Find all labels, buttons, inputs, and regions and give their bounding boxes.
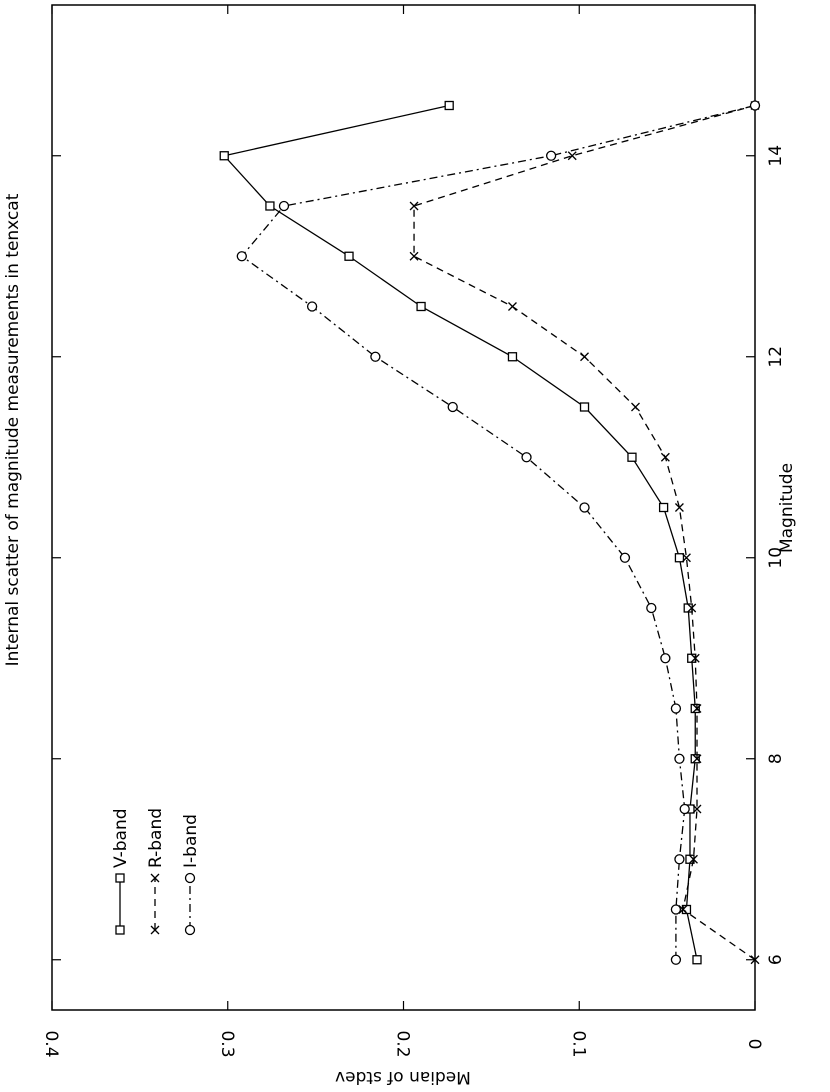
marker — [687, 603, 697, 613]
marker — [750, 955, 760, 965]
x-axis-label: Magnitude — [777, 463, 797, 553]
legend-label: I-band — [181, 814, 201, 868]
legend-marker — [150, 873, 160, 883]
y-axis-label: Median of stdev — [335, 1067, 471, 1087]
marker — [631, 402, 640, 412]
x-tick-label: 8 — [766, 753, 786, 764]
marker — [692, 804, 702, 814]
series-line — [413, 104, 756, 961]
marker — [674, 553, 685, 563]
marker — [278, 200, 290, 212]
marker — [658, 502, 669, 513]
series-line — [223, 104, 698, 960]
x-tick-label: 10 — [766, 547, 786, 569]
y-tick-label: 0.1 — [568, 1030, 588, 1057]
marker — [545, 150, 557, 161]
marker — [567, 151, 577, 161]
marker — [674, 753, 685, 764]
marker — [236, 251, 247, 262]
marker — [674, 854, 685, 865]
y-tick-label: 0.4 — [41, 1030, 61, 1057]
legend-marker — [184, 924, 196, 936]
x-tick-label: 14 — [766, 145, 786, 167]
marker — [619, 552, 631, 563]
marker — [689, 854, 698, 864]
legend-marker — [115, 873, 125, 883]
marker — [670, 954, 682, 965]
marker — [265, 201, 275, 211]
marker — [692, 754, 702, 764]
chart-title: Internal scatter of magnitude measuremen… — [3, 193, 23, 666]
marker — [219, 151, 229, 161]
legend-label: R-band — [146, 808, 166, 868]
legend-marker — [184, 872, 196, 884]
marker — [508, 302, 517, 311]
marker — [507, 352, 518, 362]
marker — [416, 301, 426, 312]
marker — [627, 452, 637, 462]
marker — [674, 503, 684, 512]
marker — [690, 703, 700, 714]
marker — [692, 955, 702, 965]
marker — [670, 904, 682, 915]
marker — [580, 352, 589, 362]
marker — [579, 402, 590, 412]
series-line — [240, 104, 756, 960]
x-tick-label: 12 — [766, 346, 786, 368]
marker — [692, 704, 702, 713]
marker — [306, 301, 318, 312]
marker — [749, 100, 761, 111]
marker — [409, 251, 419, 261]
x-tick-label: 6 — [766, 954, 786, 965]
marker — [444, 100, 454, 111]
marker — [681, 553, 691, 563]
marker — [344, 251, 354, 261]
marker — [660, 653, 671, 664]
marker — [690, 653, 700, 663]
legend-marker — [150, 925, 160, 935]
marker — [690, 754, 700, 764]
y-tick-label: 0.2 — [393, 1030, 413, 1057]
marker — [660, 452, 670, 462]
marker — [579, 502, 590, 513]
marker — [409, 201, 419, 211]
marker — [370, 351, 381, 362]
y-tick-label: 0 — [744, 1039, 764, 1050]
marker — [670, 703, 682, 714]
marker — [679, 803, 690, 815]
y-tick-label: 0.3 — [217, 1030, 237, 1057]
marker — [447, 401, 458, 413]
marker — [521, 452, 532, 463]
legend-label: V-band — [111, 808, 131, 868]
legend-marker — [115, 925, 125, 935]
marker — [646, 602, 657, 614]
